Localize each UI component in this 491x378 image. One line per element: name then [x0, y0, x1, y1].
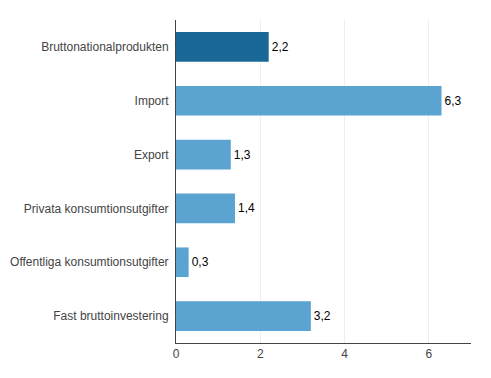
svg-text:Fast bruttoinvestering: Fast bruttoinvestering	[53, 309, 168, 323]
svg-text:Export: Export	[134, 148, 169, 162]
svg-text:1,4: 1,4	[238, 201, 255, 215]
svg-text:3,2: 3,2	[314, 309, 331, 323]
svg-text:Import: Import	[135, 94, 170, 108]
svg-text:Privata konsumtionsutgifter: Privata konsumtionsutgifter	[24, 202, 169, 216]
svg-text:Bruttonationalprodukten: Bruttonationalprodukten	[41, 40, 168, 54]
svg-text:0: 0	[173, 347, 180, 361]
svg-text:4: 4	[341, 347, 348, 361]
svg-text:0,3: 0,3	[192, 255, 209, 269]
svg-text:1,3: 1,3	[234, 148, 251, 162]
svg-text:6,3: 6,3	[445, 94, 462, 108]
svg-text:2: 2	[257, 347, 264, 361]
svg-text:6: 6	[426, 347, 433, 361]
svg-text:2,2: 2,2	[272, 40, 289, 54]
svg-text:Offentliga konsumtionsutgifter: Offentliga konsumtionsutgifter	[10, 255, 169, 269]
